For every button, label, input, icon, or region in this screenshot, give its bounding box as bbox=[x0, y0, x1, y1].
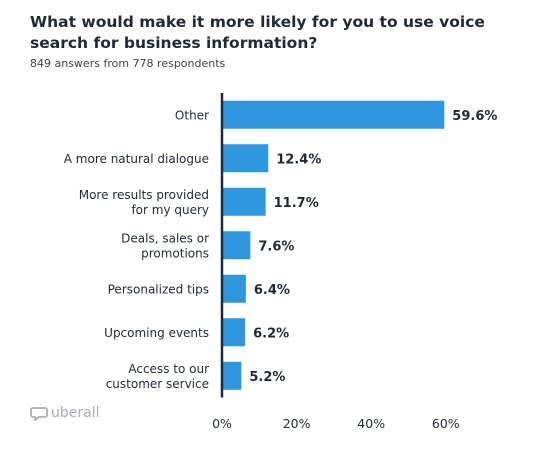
category-label: Other bbox=[175, 108, 209, 122]
category-label: customer service bbox=[106, 377, 209, 391]
bar bbox=[222, 144, 269, 173]
bar-value-label: 7.6% bbox=[258, 239, 294, 254]
category-label: A more natural dialogue bbox=[64, 152, 209, 166]
bar-value-label: 5.2% bbox=[249, 370, 285, 385]
x-tick-label: 60% bbox=[432, 416, 460, 431]
bar-value-label: 11.7% bbox=[274, 196, 319, 211]
uberall-logo-icon bbox=[30, 407, 48, 421]
bar-value-label: 6.4% bbox=[254, 283, 290, 298]
category-label: Access to our bbox=[128, 362, 209, 376]
bar-value-label: 59.6% bbox=[452, 109, 497, 124]
category-label: Upcoming events bbox=[104, 326, 209, 340]
chart-subtitle: 849 answers from 778 respondents bbox=[30, 57, 226, 70]
bar bbox=[222, 274, 246, 303]
x-tick-label: 20% bbox=[283, 416, 311, 431]
brand-logo: uberall bbox=[30, 405, 100, 421]
bar bbox=[222, 187, 266, 216]
bar bbox=[222, 361, 242, 390]
bar bbox=[222, 318, 246, 347]
category-label: promotions bbox=[141, 246, 209, 260]
brand-name: uberall bbox=[51, 405, 100, 421]
category-label: for my query bbox=[131, 203, 209, 217]
bar-value-label: 12.4% bbox=[276, 152, 321, 167]
category-label: Deals, sales or bbox=[121, 231, 209, 245]
bar bbox=[222, 231, 251, 260]
bar-value-label: 6.2% bbox=[253, 326, 289, 341]
bar bbox=[222, 100, 445, 129]
x-tick-label: 40% bbox=[357, 416, 385, 431]
chart-title: What would make it more likely for you t… bbox=[30, 13, 485, 52]
category-label: Personalized tips bbox=[108, 282, 209, 296]
category-label: More results provided bbox=[79, 188, 209, 202]
x-tick-label: 0% bbox=[212, 416, 232, 431]
